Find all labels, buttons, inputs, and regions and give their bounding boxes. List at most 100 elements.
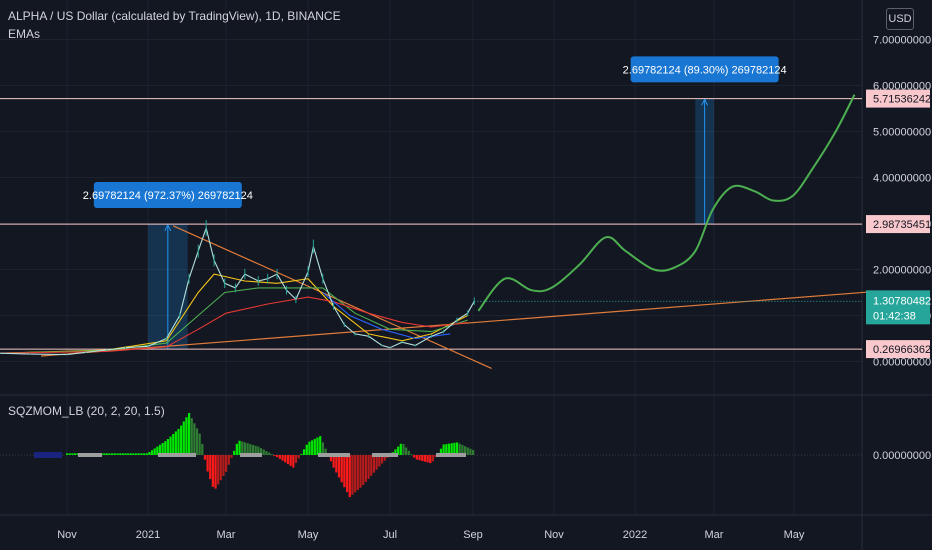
oscillator-bar: [153, 448, 156, 455]
oscillator-bar: [311, 440, 314, 455]
projection-curve: [477, 94, 856, 312]
measure-label-0: 2.69782124 (972.37%) 269782124: [83, 190, 253, 202]
oscillator-bar: [458, 443, 461, 455]
symbol-title: ALPHA / US Dollar (calculated by Trading…: [8, 9, 341, 23]
oscillator-bar: [195, 428, 199, 455]
oscillator-bar: [378, 455, 381, 467]
x-tick-label-2: Mar: [217, 529, 236, 541]
oscillator-bar: [66, 453, 69, 455]
oscillator-bar: [399, 443, 402, 455]
oscillator-bar: [187, 413, 191, 455]
x-tick-label-3: May: [298, 529, 319, 541]
last-price-countdown: 01:42:38: [873, 310, 916, 322]
x-tick-label-4: Jul: [383, 529, 397, 541]
indicator-legend-emas[interactable]: EMAs: [8, 27, 41, 41]
oscillator-bar: [227, 455, 230, 465]
oscillator-bar: [397, 446, 400, 455]
x-tick-label-7: 2022: [623, 529, 647, 541]
oscillator-bar: [294, 455, 298, 464]
y-tick-label-0: 0.00000000: [873, 357, 931, 369]
oscillator-bar: [429, 455, 432, 464]
x-tick-label-8: Mar: [705, 529, 724, 541]
oscillator-bar: [407, 450, 410, 455]
oscillator-bar: [463, 446, 467, 455]
oscillator-bar: [249, 444, 252, 455]
oscillator-bar: [259, 448, 263, 455]
last-price-tag: [866, 290, 930, 325]
oscillator-bar: [332, 455, 335, 468]
oscillator-bar: [193, 423, 196, 455]
oscillator-bar: [135, 453, 138, 455]
oscillator-bar: [68, 453, 71, 455]
level-tag-2: [866, 340, 930, 359]
oscillator-bar: [343, 455, 346, 488]
oscillator-bar: [278, 455, 281, 459]
oscillator-bar: [148, 452, 151, 455]
oscillator-bar: [455, 442, 459, 455]
oscillator-bar: [340, 455, 343, 483]
oscillator-bar: [73, 453, 77, 455]
oscillator-bar: [209, 455, 212, 480]
oscillator-bar: [319, 436, 322, 455]
oscillator-bar: [453, 442, 456, 455]
oscillator-bar: [103, 453, 106, 455]
measure-arrowhead-0: [164, 223, 172, 232]
measure-label-box-0: [93, 181, 242, 208]
oscillator-bar: [286, 455, 290, 465]
oscillator-bar: [203, 455, 207, 460]
oscillator-bar: [418, 455, 421, 461]
oscillator-bar: [132, 453, 135, 455]
oscillator-bar: [145, 453, 148, 455]
oscillator-bar: [71, 453, 74, 455]
oscillator-bar: [254, 445, 257, 455]
oscillator-bar: [305, 444, 308, 455]
last-price-label: 1.30780482: [873, 295, 931, 307]
oscillator-bar: [442, 444, 445, 455]
oscillator-bar: [198, 433, 201, 455]
oscillator-bar: [143, 453, 146, 455]
y-tick-label-4: 4.00000000: [873, 173, 931, 185]
oscillator-bar: [423, 455, 427, 462]
oscillator-bar: [434, 455, 437, 458]
oscillator-bar: [180, 425, 183, 455]
oscillator-bar: [190, 418, 193, 455]
oscillator-bar: [217, 455, 220, 485]
oscillator-bar: [270, 454, 273, 456]
oscillator-bar: [182, 421, 185, 455]
oscillator-bar: [121, 453, 124, 455]
oscillator-bar: [367, 455, 370, 479]
oscillator-bar: [413, 455, 416, 458]
trendline-descending: [172, 225, 492, 369]
oscillator-bar: [308, 441, 311, 455]
oscillator-legend[interactable]: SQZMOM_LB (20, 2, 20, 1.5): [8, 404, 165, 418]
currency-button[interactable]: USD: [886, 8, 914, 30]
oscillator-bar: [300, 453, 303, 455]
measure-arrowhead-1: [701, 98, 709, 106]
oscillator-bar: [394, 449, 397, 455]
x-tick-label-6: Nov: [544, 529, 564, 541]
oscillator-bar: [233, 450, 236, 455]
y-tick-label-7: 7.00000000: [873, 35, 931, 47]
oscillator-bar: [410, 454, 413, 456]
level-tag-0: [866, 89, 930, 108]
oscillator-bar: [461, 444, 464, 455]
oscillator-bar: [185, 417, 188, 455]
ema-line-3: [322, 292, 451, 340]
oscillator-bar: [356, 455, 359, 490]
oscillator-bar: [76, 453, 79, 455]
oscillator-bar: [124, 453, 127, 455]
x-tick-label-9: May: [784, 529, 805, 541]
oscillator-bar: [111, 453, 114, 455]
oscillator-bar: [174, 431, 177, 455]
oscillator-bar: [201, 443, 204, 455]
oscillator-bar: [351, 455, 354, 495]
oscillator-bar: [158, 444, 162, 455]
oscillator-bar: [359, 455, 362, 488]
squeeze-dots-start: [34, 452, 62, 458]
oscillator-bar: [164, 441, 167, 455]
oscillator-bar: [466, 447, 469, 455]
oscillator-bar: [127, 453, 130, 455]
oscillator-bar: [321, 442, 324, 455]
